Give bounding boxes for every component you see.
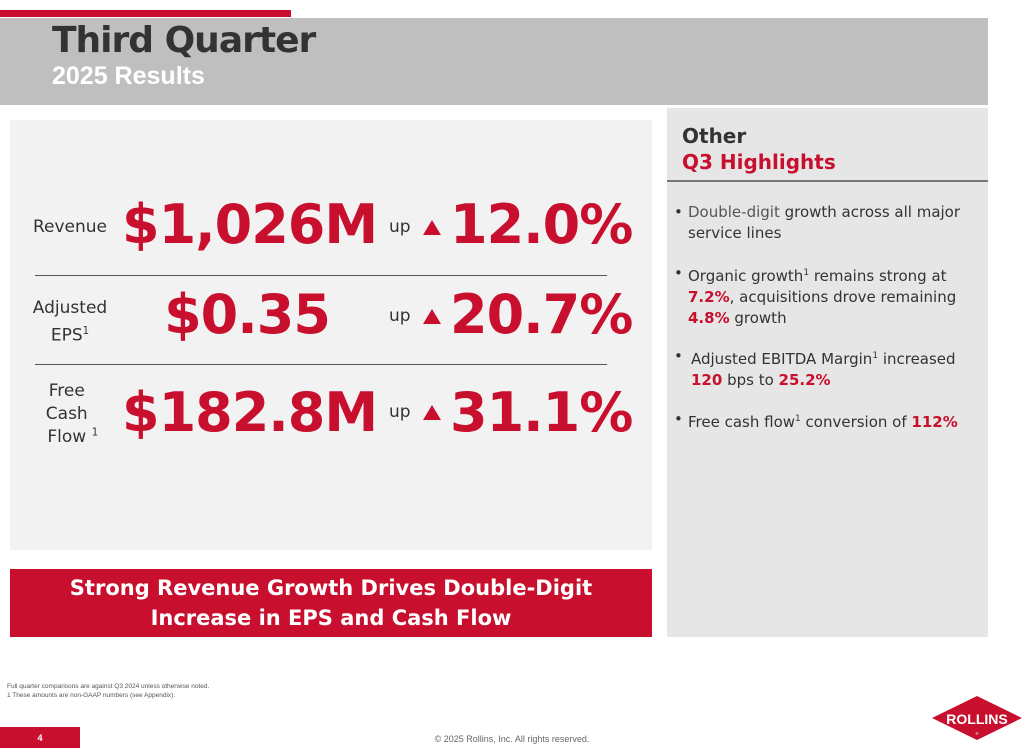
text: growth — [729, 309, 787, 327]
text: remains strong at — [809, 267, 947, 285]
text: Free cash flow — [688, 413, 796, 431]
highlight-item: • Adjusted EBITDA Margin1 increased 120 b… — [674, 347, 956, 389]
highlights-subtitle: Q3 Highlights — [682, 150, 836, 174]
highlight-item: • Free cash flow1 conversion of 112% — [674, 410, 958, 431]
footnote-mark: 1 — [795, 414, 801, 424]
copyright: © 2025 Rollins, Inc. All rights reserved… — [434, 734, 590, 744]
text: Organic growth — [688, 267, 804, 285]
summary-banner: Strong Revenue Growth Drives Double-Digi… — [10, 569, 652, 637]
highlight-item: • Double-digit growth across all major se… — [674, 203, 961, 242]
metric-value-eps: $0.35 — [164, 283, 331, 346]
banner-text: Strong Revenue Growth Drives Double-Digi… — [69, 576, 593, 630]
up-triangle-icon — [423, 220, 441, 235]
label-text: Free Cash Flow — [45, 381, 88, 447]
accent-line — [0, 10, 291, 17]
up-triangle-icon — [423, 309, 441, 324]
text: increased — [878, 350, 956, 368]
highlights-title: Other — [682, 124, 747, 148]
metric-change-revenue: 12.0% — [450, 193, 633, 256]
text: Adjusted EBITDA Margin — [691, 350, 873, 368]
footnote-mark: 1 — [872, 351, 879, 361]
footnote: Full quarter comparisons are against Q3 … — [7, 683, 210, 690]
highlight-value: 7.2% — [688, 288, 730, 306]
metric-value-revenue: $1,026M — [122, 193, 378, 256]
text: conversion of — [800, 413, 912, 431]
svg-text:ROLLINS: ROLLINS — [946, 711, 1007, 727]
footnote-mark: 1 — [91, 427, 99, 439]
metric-direction: up — [389, 402, 411, 422]
metric-direction: up — [389, 217, 411, 237]
divider — [35, 364, 607, 365]
text: Double-digit — [688, 203, 780, 221]
highlight-item: • Organic growth1 remains strong at 7.2%,… — [674, 264, 957, 327]
text: , acquisitions drove remaining — [729, 288, 957, 306]
text: growth across all major service lines — [688, 203, 961, 242]
page-title: Third Quarter — [52, 20, 316, 61]
metric-label-eps: Adjusted EPS1 — [25, 297, 115, 348]
metric-value-fcf: $182.8M — [122, 381, 378, 444]
label-text: Adjusted EPS — [32, 298, 108, 346]
metric-label-fcf: Free Cash Flow 1 — [25, 380, 115, 449]
text: bps to — [722, 371, 779, 389]
divider — [35, 275, 607, 276]
metric-label-revenue: Revenue — [32, 217, 108, 237]
rollins-logo: ROLLINS ® — [930, 694, 1024, 742]
highlight-value: 25.2% — [778, 371, 831, 389]
header-bar — [0, 18, 988, 105]
footnote-mark: 1 — [803, 268, 810, 278]
footnote: 1 These amounts are non-GAAP numbers (se… — [7, 692, 176, 699]
highlight-value: 112% — [911, 413, 958, 431]
metric-change-eps: 20.7% — [450, 283, 633, 346]
metrics-panel — [10, 120, 652, 550]
footnote-mark: 1 — [82, 326, 90, 337]
metric-change-fcf: 31.1% — [450, 381, 633, 444]
page-number: 4 — [0, 727, 80, 748]
page-subtitle: 2025 Results — [52, 62, 205, 90]
up-triangle-icon — [423, 405, 441, 420]
highlight-value: 120 — [691, 371, 723, 389]
divider — [667, 180, 988, 182]
highlights-panel — [667, 108, 988, 637]
highlight-value: 4.8% — [688, 309, 730, 327]
metric-direction: up — [389, 306, 411, 326]
svg-text:®: ® — [976, 731, 979, 736]
